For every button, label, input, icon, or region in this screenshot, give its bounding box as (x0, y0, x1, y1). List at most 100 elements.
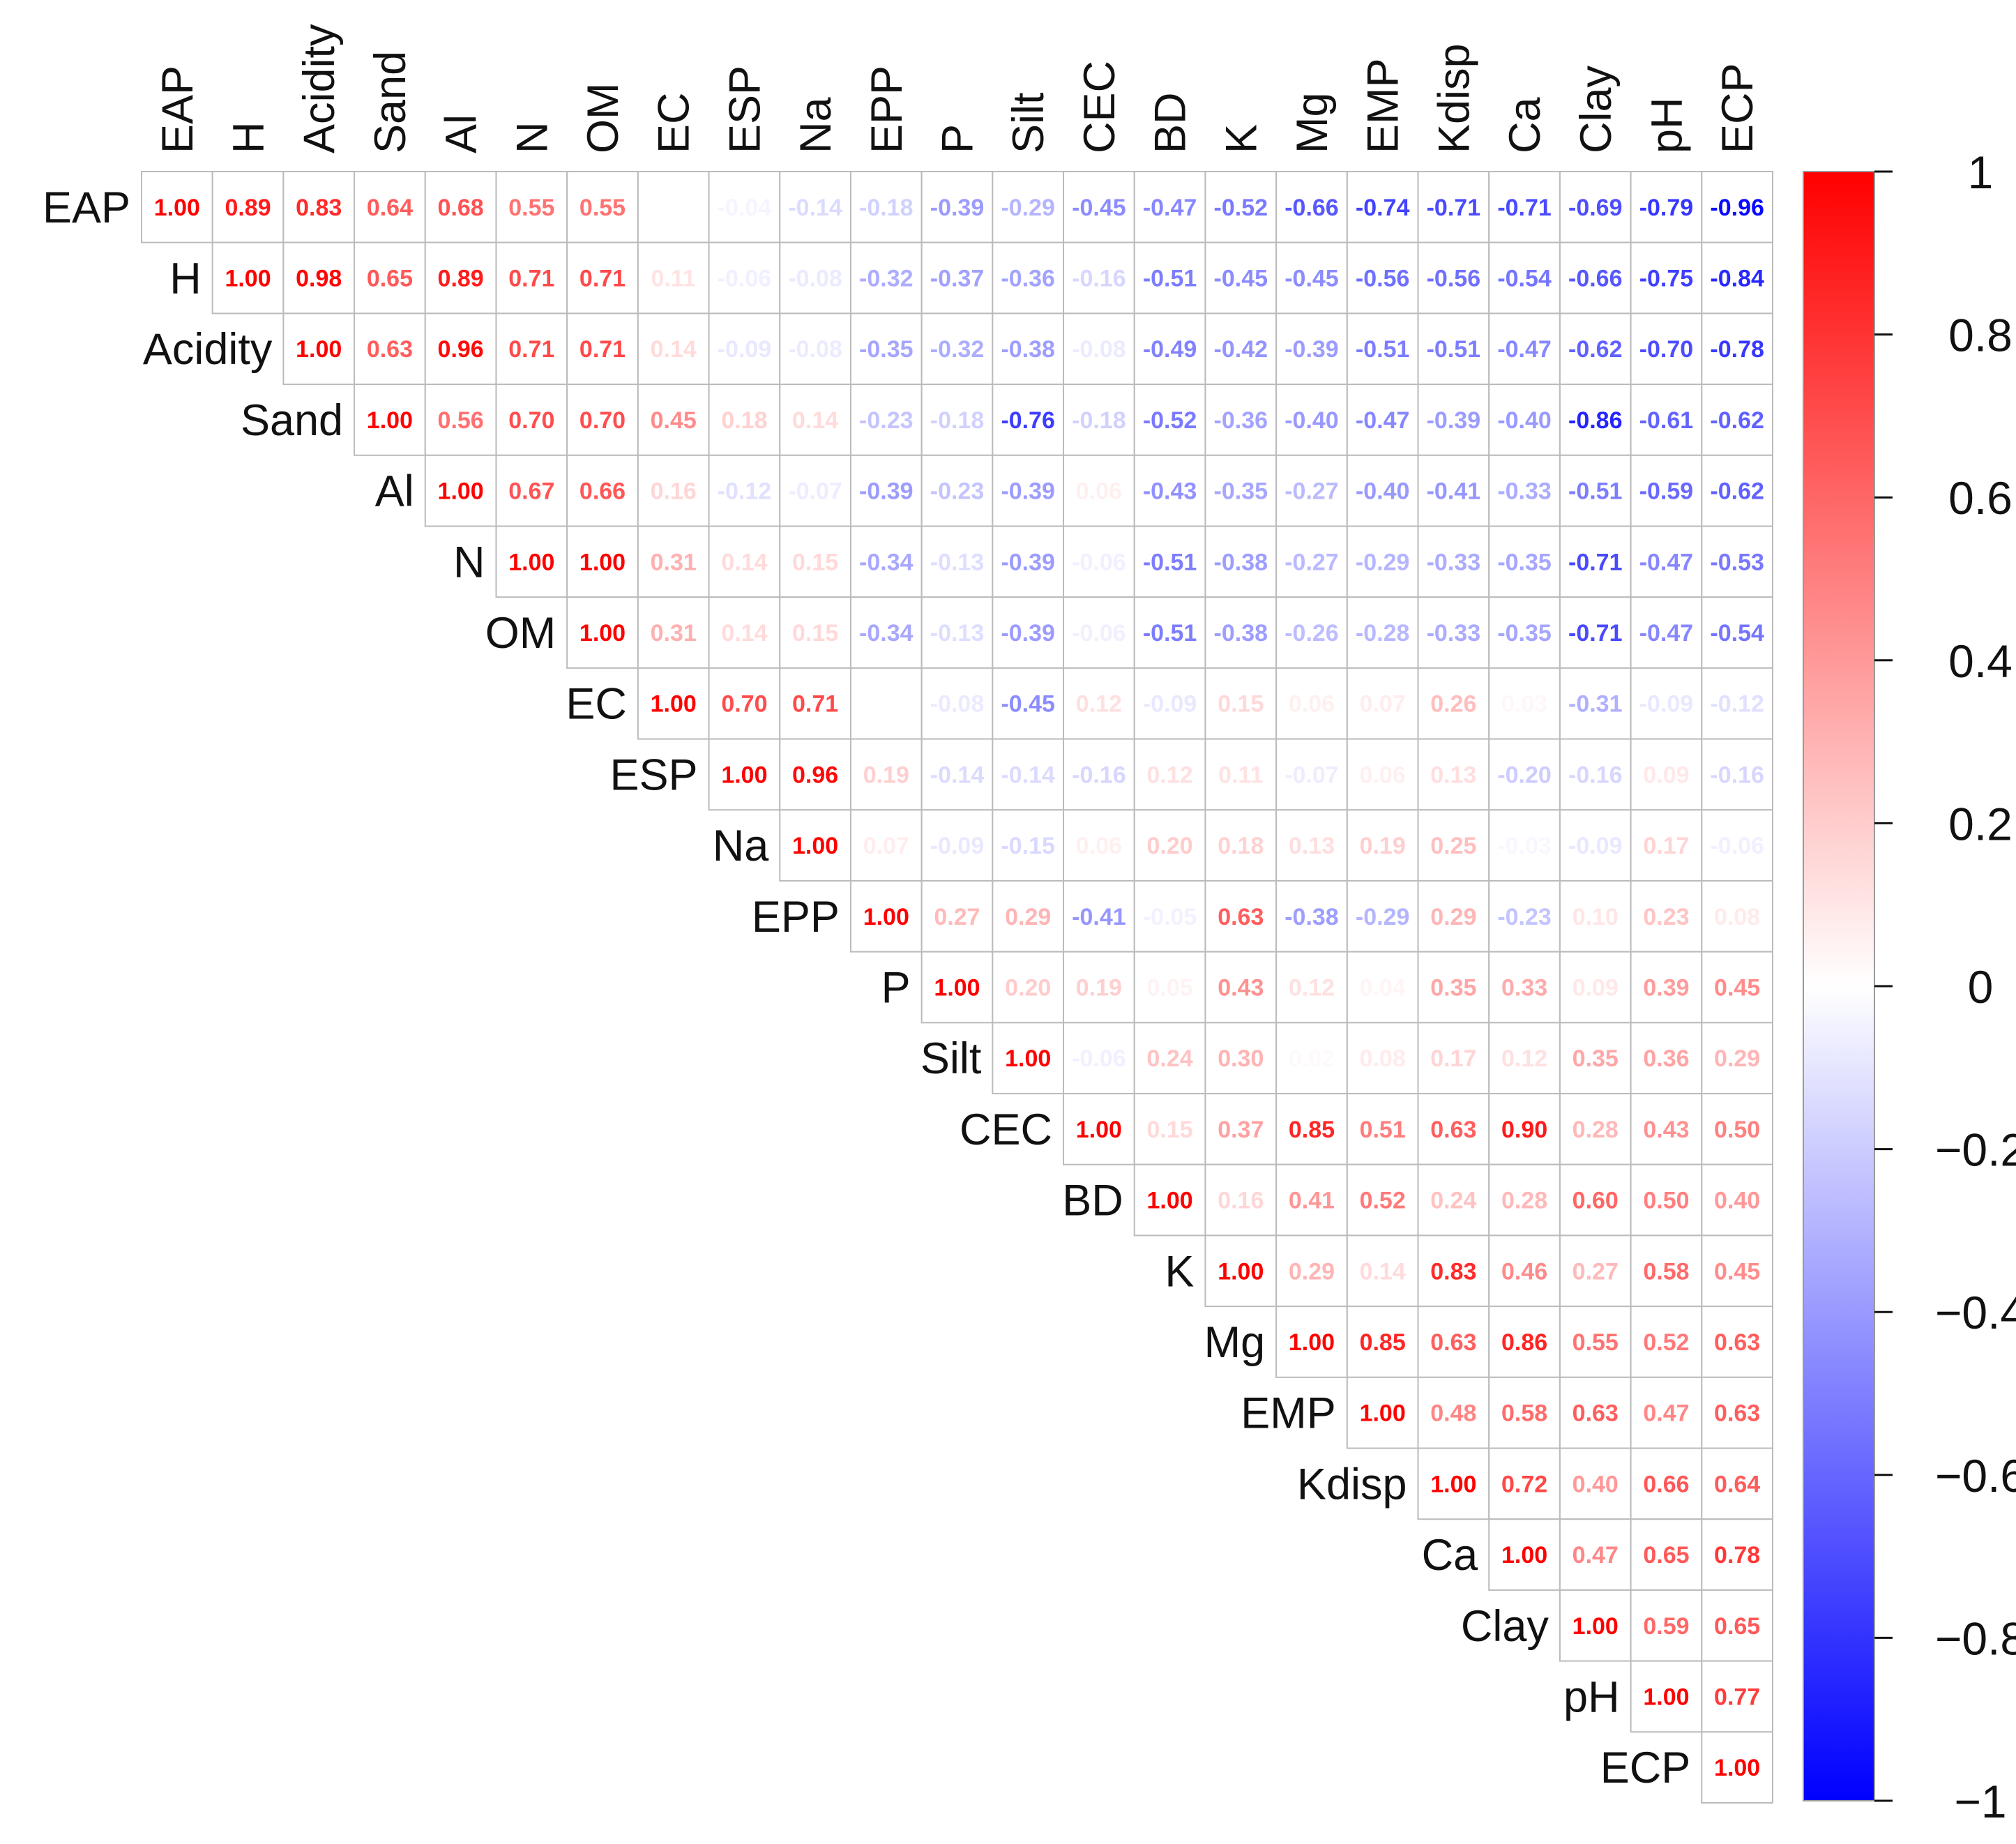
cell-value-ec-epp: 0.00 (863, 691, 909, 718)
cell-value-h-acidity: 0.98 (296, 266, 342, 292)
cell-n-n (495, 525, 568, 598)
cell-h-om (566, 241, 639, 315)
cell-value-silt-k: 0.30 (1218, 1045, 1264, 1072)
cell-value-al-epp: -0.39 (859, 478, 914, 505)
cell-sand-n (495, 384, 568, 456)
cell-value-sand-om: 0.70 (579, 407, 626, 434)
cell-mg-ph (1630, 1306, 1703, 1378)
cell-value-acidity-ph: -0.70 (1639, 336, 1694, 363)
cell-value-epp-p: 0.27 (934, 904, 980, 930)
cell-acidity-om (566, 312, 639, 386)
cell-al-kdisp (1417, 454, 1490, 527)
cell-na-mg (1275, 809, 1348, 882)
cell-eap-al (424, 171, 497, 243)
cell-silt-silt (992, 1022, 1065, 1095)
cell-value-mg-mg: 1.00 (1289, 1329, 1335, 1356)
cell-k-ecp (1701, 1234, 1774, 1308)
cell-value-al-cec: 0.06 (1076, 478, 1122, 505)
cell-ec-silt (992, 667, 1065, 740)
cell-kdisp-ecp (1701, 1447, 1774, 1520)
row-label-epp: EPP (752, 893, 840, 942)
cell-n-clay (1559, 525, 1632, 598)
cell-value-esp-bd: 0.12 (1146, 762, 1192, 788)
colorbar-tick-label: 0.2 (1948, 798, 2013, 849)
cell-value-silt-ecp: 0.29 (1714, 1045, 1760, 1072)
cell-value-al-clay: -0.51 (1568, 478, 1623, 505)
colorbar-ticks: 1 0.8 0.6 0.4 0.2 0 −0.2 −0.4 −0.6 −0.8 −1 (1874, 146, 2016, 1827)
cell-value-eap-clay: -0.69 (1568, 195, 1623, 221)
cell-ec-mg (1275, 667, 1348, 740)
cell-h-p (920, 241, 994, 315)
cell-k-emp (1346, 1234, 1419, 1308)
cell-sand-emp (1346, 384, 1419, 456)
cell-bd-mg (1275, 1163, 1348, 1237)
cell-value-acidity-epp: -0.35 (859, 336, 914, 363)
cell-value-h-na: -0.08 (788, 266, 842, 292)
cell-cec-clay (1559, 1093, 1632, 1165)
cell-cec-mg (1275, 1093, 1348, 1165)
cell-al-p (920, 454, 994, 527)
cell-ec-ecp (1701, 667, 1774, 740)
cell-h-k (1204, 241, 1278, 315)
cell-ca-ecp (1701, 1518, 1774, 1591)
cell-value-na-mg: 0.13 (1289, 833, 1335, 859)
cell-value-mg-ca: 0.86 (1501, 1329, 1547, 1356)
cell-ca-ca (1488, 1518, 1561, 1591)
cell-value-al-kdisp: -0.41 (1427, 478, 1481, 505)
row-label-acidity: Acidity (143, 325, 273, 374)
cell-value-acidity-sand: 0.63 (367, 336, 413, 363)
cell-om-silt (992, 596, 1065, 669)
cell-mg-mg (1275, 1306, 1348, 1378)
cell-esp-clay (1559, 738, 1632, 811)
colorbar-tick-label: 1 (1968, 146, 1994, 198)
cell-value-h-bd: -0.51 (1143, 266, 1197, 292)
cell-value-al-esp: -0.12 (718, 478, 772, 505)
column-label-k: K (1217, 124, 1266, 153)
cell-n-ca (1488, 525, 1561, 598)
row-label-clay: Clay (1461, 1602, 1549, 1651)
cell-value-al-n: 0.67 (508, 478, 554, 505)
cell-eap-esp (708, 171, 781, 243)
cell-value-esp-kdisp: 0.13 (1430, 762, 1476, 788)
column-label-na: Na (791, 97, 840, 153)
cell-value-n-k: -0.38 (1214, 549, 1268, 575)
column-label-ca: Ca (1501, 97, 1549, 153)
cell-value-om-bd: -0.51 (1143, 620, 1197, 647)
cell-value-h-clay: -0.66 (1568, 266, 1623, 292)
cell-om-bd (1133, 596, 1206, 669)
cell-ec-ec (637, 667, 710, 740)
cell-value-epp-emp: -0.29 (1356, 904, 1410, 930)
cell-value-sand-clay: -0.86 (1568, 407, 1623, 434)
cell-sand-om (566, 384, 639, 456)
cell-value-epp-mg: -0.38 (1284, 904, 1339, 930)
cell-value-ca-ph: 0.65 (1643, 1542, 1689, 1569)
cell-value-esp-mg: -0.07 (1284, 762, 1339, 788)
cell-value-silt-clay: 0.35 (1572, 1045, 1619, 1072)
cell-clay-clay (1559, 1589, 1632, 1662)
cell-value-om-silt: -0.39 (1001, 620, 1055, 647)
cell-eap-silt (992, 171, 1065, 243)
colorbar: 1 0.8 0.6 0.4 0.2 0 −0.2 −0.4 −0.6 −0.8 −1 (1803, 146, 2016, 1827)
cell-value-ec-ec: 1.00 (651, 691, 697, 718)
cell-value-k-mg: 0.29 (1289, 1258, 1335, 1285)
cell-value-bd-kdisp: 0.24 (1430, 1188, 1476, 1214)
cell-value-cec-cec: 1.00 (1076, 1117, 1122, 1143)
cell-value-esp-emp: 0.06 (1360, 762, 1406, 788)
cell-value-h-cec: -0.16 (1072, 266, 1126, 292)
cell-al-clay (1559, 454, 1632, 527)
cell-epp-emp (1346, 879, 1419, 953)
cell-value-silt-ph: 0.36 (1643, 1045, 1689, 1072)
cell-value-mg-clay: 0.55 (1572, 1329, 1619, 1356)
cell-n-ec (637, 525, 710, 598)
cell-value-acidity-mg: -0.39 (1284, 336, 1339, 363)
cell-value-emp-ph: 0.47 (1643, 1400, 1689, 1427)
cell-value-mg-ecp: 0.63 (1714, 1329, 1760, 1356)
cell-n-cec (1063, 525, 1135, 598)
cell-value-p-mg: 0.12 (1289, 975, 1335, 1002)
cell-eap-om (566, 171, 639, 243)
cell-value-k-clay: 0.27 (1572, 1258, 1619, 1285)
cell-value-h-mg: -0.45 (1284, 266, 1339, 292)
cell-esp-epp (849, 738, 923, 811)
cell-value-n-ph: -0.47 (1639, 549, 1694, 575)
